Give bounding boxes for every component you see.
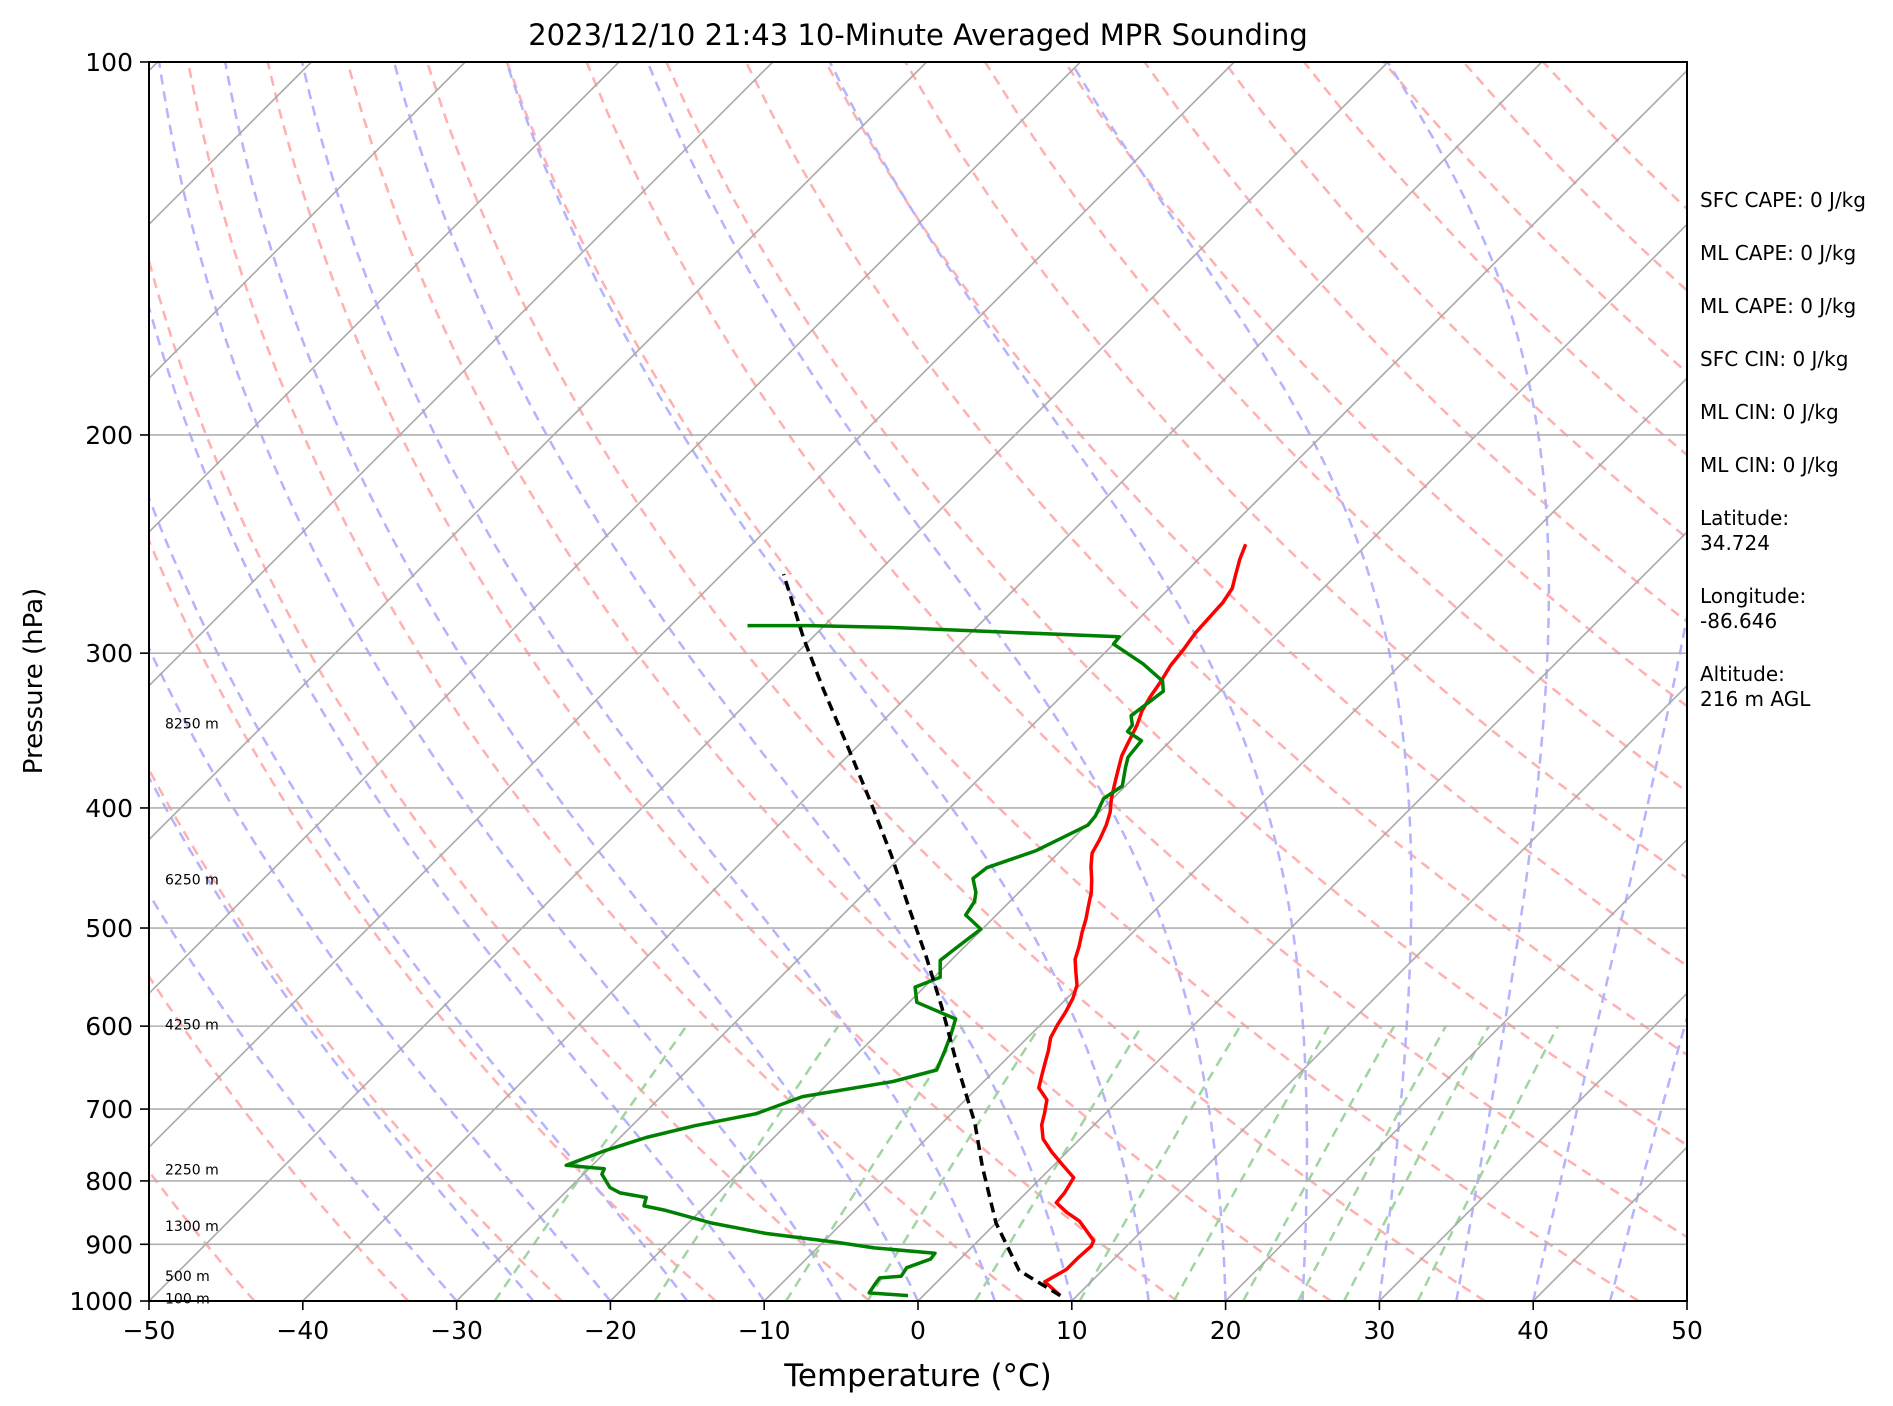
y-tick-label: 600 bbox=[85, 1012, 133, 1041]
moist-adiabat-line bbox=[300, 62, 997, 1301]
y-tick-label: 900 bbox=[85, 1230, 133, 1259]
height-label: 4250 m bbox=[165, 1017, 219, 1033]
isotherm-line bbox=[917, 530, 1687, 1301]
x-tick-label: −20 bbox=[584, 1316, 637, 1345]
y-tick-label: 500 bbox=[85, 914, 133, 943]
isotherm-line bbox=[149, 62, 466, 380]
parcel-path-line bbox=[781, 573, 1062, 1298]
x-tick-label: −50 bbox=[123, 1316, 176, 1345]
isotherm-line bbox=[0, 62, 4, 1301]
isotherm-line bbox=[149, 62, 620, 534]
x-tick-label: 20 bbox=[1210, 1316, 1242, 1345]
moist-adiabat-line bbox=[157, 62, 843, 1301]
latitude-text: Latitude: 34.724 bbox=[1700, 506, 1790, 555]
moist-adiabat-line bbox=[1069, 62, 1413, 1301]
moist-adiabat-line bbox=[1386, 62, 1551, 1301]
height-label: 8250 m bbox=[165, 717, 219, 733]
x-tick-label: −40 bbox=[276, 1316, 329, 1345]
mixing-ratio-line bbox=[1297, 1025, 1447, 1301]
dry-adiabat-line bbox=[1063, 62, 1687, 708]
moist-adiabat-line bbox=[505, 62, 1150, 1301]
dry-adiabat-line bbox=[266, 62, 1178, 1301]
x-tick-label: 50 bbox=[1671, 1316, 1703, 1345]
isotherm-line bbox=[456, 69, 1687, 1301]
dry-adiabat-line bbox=[149, 256, 871, 1301]
isotherm-line bbox=[1071, 684, 1687, 1301]
chart-title: 2023/12/10 21:43 10-Minute Averaged MPR … bbox=[528, 18, 1308, 52]
moist-adiabat-line bbox=[149, 774, 535, 1301]
moist-adiabat-line bbox=[1608, 1013, 1687, 1301]
height-label: 1300 m bbox=[165, 1219, 219, 1235]
moist-adiabat-line bbox=[149, 645, 612, 1301]
dry-adiabat-line bbox=[149, 767, 563, 1301]
ml-cin-text-2: ML CIN: 0 J/kg bbox=[1700, 453, 1839, 477]
x-tick-label: −10 bbox=[738, 1316, 791, 1345]
y-tick-label: 800 bbox=[85, 1167, 133, 1196]
dry-adiabat-line bbox=[744, 62, 1687, 1057]
plot-frame bbox=[148, 61, 1688, 1302]
height-label: 2250 m bbox=[165, 1162, 219, 1178]
height-label: 6250 m bbox=[165, 873, 219, 889]
y-tick-label: 700 bbox=[85, 1095, 133, 1124]
height-label: 100 m bbox=[165, 1291, 210, 1307]
moist-adiabat-line bbox=[149, 494, 689, 1301]
isotherm-line bbox=[302, 62, 1543, 1301]
isotherm-line bbox=[763, 377, 1687, 1301]
sfc-cin-text: SFC CIN: 0 J/kg bbox=[1700, 347, 1849, 371]
mixing-ratio-line bbox=[1342, 1025, 1490, 1301]
ml-cape-text: ML CAPE: 0 J/kg bbox=[1700, 241, 1857, 265]
dry-adiabat-line bbox=[186, 62, 1025, 1301]
ml-cape-text-2: ML CAPE: 0 J/kg bbox=[1700, 294, 1857, 318]
dry-adiabat-line bbox=[346, 62, 1332, 1301]
isotherm-line bbox=[149, 62, 1235, 1149]
moist-adiabat-line bbox=[828, 62, 1309, 1301]
sfc-cape-text: SFC CAPE: 0 J/kg bbox=[1700, 188, 1866, 212]
x-tick-label: 40 bbox=[1517, 1316, 1549, 1345]
moist-adiabat-line bbox=[223, 62, 920, 1301]
temperature-line bbox=[1037, 543, 1248, 1297]
x-tick-label: 30 bbox=[1363, 1316, 1395, 1345]
x-tick-label: 10 bbox=[1056, 1316, 1088, 1345]
y-tick-label: 1000 bbox=[69, 1287, 133, 1316]
moist-adiabat-line bbox=[149, 302, 766, 1301]
y-tick-label: 200 bbox=[85, 421, 133, 450]
y-axis-label: Pressure (hPa) bbox=[19, 588, 49, 775]
x-tick-label: −30 bbox=[430, 1316, 483, 1345]
moist-adiabat-line bbox=[392, 62, 1074, 1301]
dry-adiabat-line bbox=[904, 62, 1687, 880]
x-tick-label: 0 bbox=[910, 1316, 926, 1345]
y-tick-label: 400 bbox=[85, 794, 133, 823]
y-tick-label: 100 bbox=[85, 48, 133, 77]
isotherm-line bbox=[609, 223, 1687, 1301]
dry-adiabat-line bbox=[149, 537, 717, 1301]
y-tick-label: 300 bbox=[85, 639, 133, 668]
x-axis-label: Temperature (°C) bbox=[783, 1358, 1052, 1394]
isotherm-line bbox=[149, 62, 1389, 1301]
mixing-ratio-line bbox=[1416, 1025, 1560, 1301]
altitude-text: Altitude: 216 m AGL bbox=[1700, 662, 1811, 711]
dry-adiabat-line bbox=[425, 62, 1486, 1301]
isotherm-line bbox=[149, 62, 928, 841]
isotherm-line bbox=[149, 62, 774, 687]
dry-adiabat-line bbox=[505, 62, 1640, 1301]
mixing-ratio-line bbox=[866, 1025, 1041, 1301]
isotherm-line bbox=[1378, 992, 1687, 1301]
longitude-text: Longitude: -86.646 bbox=[1700, 584, 1807, 633]
mixing-ratio-line bbox=[653, 1025, 840, 1301]
ml-cin-text: ML CIN: 0 J/kg bbox=[1700, 400, 1839, 424]
dry-adiabat-line bbox=[149, 974, 410, 1301]
isotherm-line bbox=[1225, 838, 1687, 1301]
moist-adiabat-line bbox=[646, 62, 1227, 1301]
dewpoint-line bbox=[564, 623, 1166, 1298]
isotherm-line bbox=[149, 62, 1081, 995]
moist-adiabat-line bbox=[1531, 610, 1687, 1301]
moist-adiabat-line bbox=[149, 891, 458, 1301]
mixing-ratio-line bbox=[493, 1025, 688, 1301]
height-label: 500 m bbox=[165, 1269, 210, 1285]
sounding-parameters-panel: SFC CAPE: 0 J/kg ML CAPE: 0 J/kg ML CAPE… bbox=[1700, 188, 1866, 740]
